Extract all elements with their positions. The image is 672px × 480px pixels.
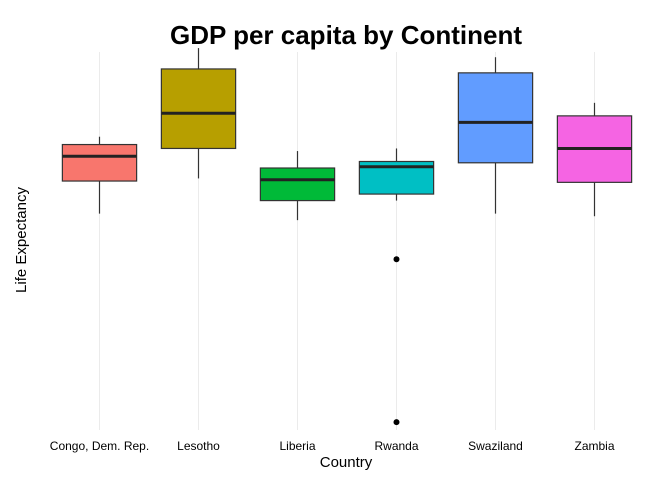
- x-axis-label: Country: [320, 454, 373, 471]
- box-body: [259, 167, 336, 202]
- outlier-point: [393, 256, 400, 263]
- x-tick-label: Lesotho: [177, 439, 220, 453]
- chart-title: GDP per capita by Continent: [170, 20, 522, 50]
- box-liberia: [259, 151, 336, 221]
- box-series: [61, 48, 633, 426]
- x-tick-labels: Congo, Dem. Rep. Lesotho Liberia Rwanda Swaz…: [50, 439, 615, 453]
- box-congo-dem-rep: [61, 136, 138, 214]
- box-rwanda: [358, 148, 435, 426]
- x-tick-label: Congo, Dem. Rep.: [50, 439, 149, 453]
- y-axis-label: Life Expectancy: [13, 187, 30, 293]
- x-tick-label: Zambia: [574, 439, 614, 453]
- x-tick-label: Rwanda: [374, 439, 418, 453]
- box-body: [61, 143, 138, 182]
- box-swaziland: [457, 57, 534, 214]
- x-tick-label: Liberia: [279, 439, 315, 453]
- box-body: [160, 68, 237, 150]
- x-tick-label: Swaziland: [468, 439, 523, 453]
- box-zambia: [556, 102, 633, 217]
- outlier-point: [393, 419, 400, 426]
- box-body: [457, 72, 534, 164]
- box-lesotho: [160, 48, 237, 179]
